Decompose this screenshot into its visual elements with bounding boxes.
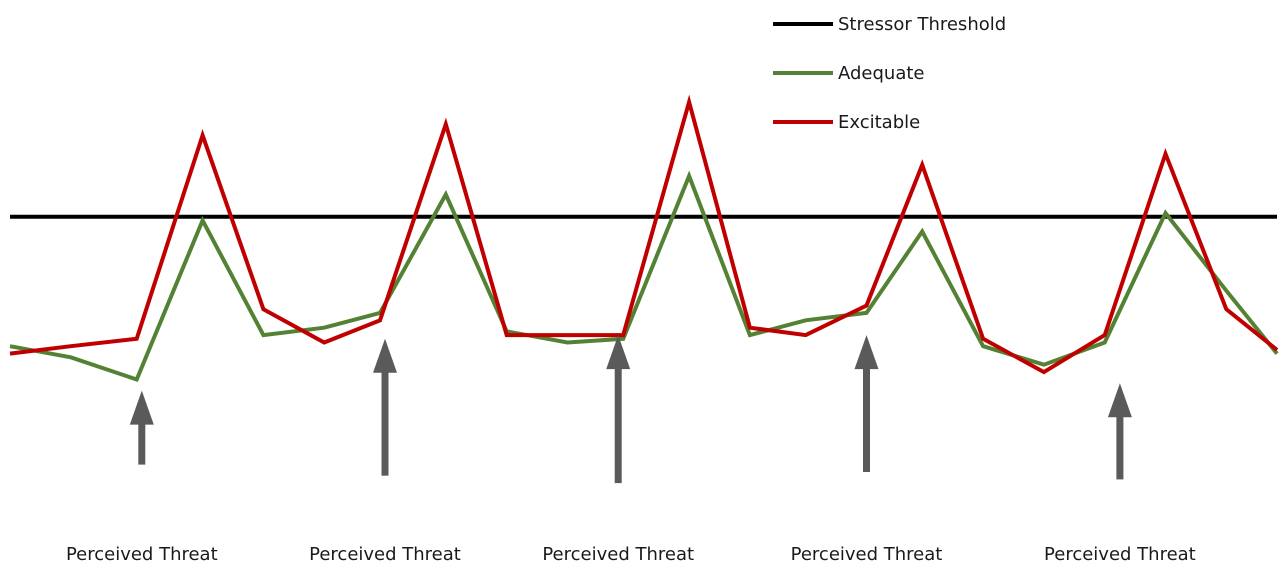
legend-label: Excitable — [838, 112, 920, 133]
annotation-2: Perceived Threat — [309, 338, 461, 565]
arrow-shaft — [138, 422, 146, 465]
arrow-shaft — [381, 370, 389, 476]
series-layer — [9, 94, 1279, 382]
arrow-up-icon — [373, 338, 397, 373]
series-line-adequate — [9, 170, 1279, 382]
annotation-3: Perceived Threat — [542, 335, 694, 565]
arrow-up-icon — [1107, 383, 1132, 418]
legend: Stressor Threshold Adequate Excitable — [773, 14, 1006, 133]
arrow-shaft — [863, 367, 870, 472]
arrow-up-icon — [129, 390, 154, 425]
annotation-layer: Perceived Threat Perceived Threat Perceive… — [66, 335, 1196, 565]
annotation-label: Perceived Threat — [66, 544, 218, 565]
legend-entry-stressor-threshold: Stressor Threshold — [773, 14, 1006, 35]
series-line-excitable — [9, 94, 1279, 375]
annotation-label: Perceived Threat — [309, 544, 461, 565]
arrow-shaft — [1116, 415, 1124, 480]
annotation-1: Perceived Threat — [66, 390, 218, 565]
legend-entry-adequate: Adequate — [773, 63, 925, 84]
arrow-up-icon — [854, 335, 879, 370]
annotation-label: Perceived Threat — [542, 544, 694, 565]
annotation-4: Perceived Threat — [791, 335, 943, 565]
annotation-5: Perceived Threat — [1044, 383, 1196, 565]
annotation-label: Perceived Threat — [791, 544, 943, 565]
legend-label: Stressor Threshold — [838, 14, 1006, 35]
legend-label: Adequate — [838, 63, 925, 84]
arrow-shaft — [614, 367, 622, 484]
legend-entry-excitable: Excitable — [773, 112, 920, 133]
arrow-up-icon — [606, 335, 631, 370]
annotation-label: Perceived Threat — [1044, 544, 1196, 565]
